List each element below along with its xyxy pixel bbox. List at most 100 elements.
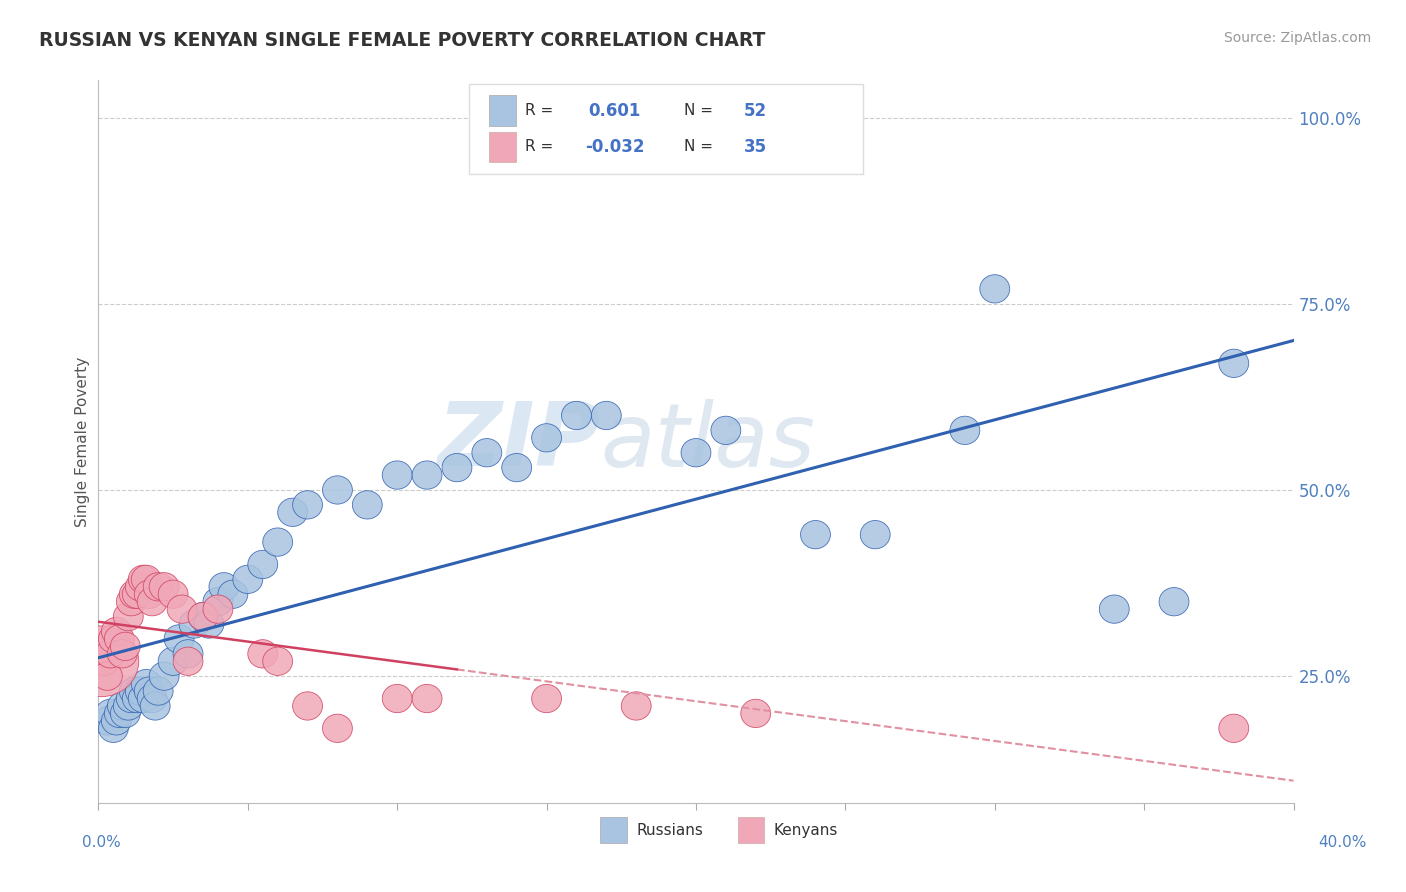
FancyBboxPatch shape (600, 817, 627, 843)
Ellipse shape (1099, 595, 1129, 624)
Text: -0.032: -0.032 (585, 137, 644, 156)
Ellipse shape (90, 647, 120, 675)
Ellipse shape (860, 521, 890, 549)
Ellipse shape (93, 662, 122, 690)
Ellipse shape (111, 699, 141, 728)
Ellipse shape (120, 580, 149, 608)
Ellipse shape (800, 521, 831, 549)
Ellipse shape (143, 573, 173, 601)
Ellipse shape (382, 461, 412, 489)
Ellipse shape (472, 439, 502, 467)
Ellipse shape (950, 417, 980, 444)
Ellipse shape (531, 424, 561, 452)
Text: Source: ZipAtlas.com: Source: ZipAtlas.com (1223, 31, 1371, 45)
Ellipse shape (131, 566, 162, 593)
Text: Kenyans: Kenyans (773, 822, 838, 838)
Ellipse shape (122, 684, 152, 713)
Ellipse shape (98, 624, 128, 653)
Ellipse shape (263, 647, 292, 675)
Ellipse shape (382, 684, 412, 713)
Ellipse shape (104, 624, 135, 653)
Ellipse shape (353, 491, 382, 519)
Ellipse shape (114, 692, 143, 720)
Ellipse shape (141, 692, 170, 720)
Text: 52: 52 (744, 102, 766, 120)
Ellipse shape (322, 714, 353, 742)
Ellipse shape (278, 498, 308, 526)
Ellipse shape (165, 624, 194, 653)
Text: RUSSIAN VS KENYAN SINGLE FEMALE POVERTY CORRELATION CHART: RUSSIAN VS KENYAN SINGLE FEMALE POVERTY … (39, 31, 766, 50)
Ellipse shape (128, 684, 159, 713)
Ellipse shape (114, 602, 143, 631)
FancyBboxPatch shape (489, 132, 516, 162)
Ellipse shape (149, 662, 179, 690)
Text: R =: R = (524, 139, 554, 154)
Ellipse shape (65, 626, 139, 697)
Text: 35: 35 (744, 137, 766, 156)
Ellipse shape (218, 580, 247, 608)
Ellipse shape (138, 684, 167, 713)
Ellipse shape (159, 580, 188, 608)
Text: Russians: Russians (636, 822, 703, 838)
Ellipse shape (247, 550, 278, 579)
Ellipse shape (263, 528, 292, 557)
FancyBboxPatch shape (489, 95, 516, 126)
Ellipse shape (173, 640, 202, 668)
Ellipse shape (202, 588, 233, 615)
Ellipse shape (98, 714, 128, 742)
FancyBboxPatch shape (470, 84, 863, 174)
Ellipse shape (741, 699, 770, 728)
Ellipse shape (1219, 349, 1249, 377)
Ellipse shape (93, 706, 122, 735)
Ellipse shape (167, 595, 197, 624)
Ellipse shape (188, 602, 218, 631)
Ellipse shape (681, 439, 711, 467)
Ellipse shape (1159, 588, 1189, 615)
Ellipse shape (125, 573, 155, 601)
Ellipse shape (1219, 714, 1249, 742)
Ellipse shape (179, 610, 209, 638)
Ellipse shape (194, 610, 224, 638)
Ellipse shape (233, 566, 263, 593)
Text: 0.0%: 0.0% (82, 836, 121, 850)
Ellipse shape (561, 401, 592, 430)
Ellipse shape (502, 453, 531, 482)
Ellipse shape (122, 580, 152, 608)
Ellipse shape (138, 588, 167, 615)
Ellipse shape (292, 692, 322, 720)
Ellipse shape (412, 461, 441, 489)
Ellipse shape (188, 602, 218, 631)
Text: N =: N = (685, 103, 713, 118)
Ellipse shape (247, 640, 278, 668)
Text: 40.0%: 40.0% (1319, 836, 1367, 850)
Text: atlas: atlas (600, 399, 815, 484)
Ellipse shape (322, 475, 353, 504)
Ellipse shape (111, 632, 141, 661)
Ellipse shape (143, 677, 173, 706)
Ellipse shape (531, 684, 561, 713)
Text: ZIP: ZIP (437, 398, 600, 485)
Ellipse shape (107, 640, 138, 668)
Ellipse shape (104, 699, 135, 728)
Ellipse shape (149, 573, 179, 601)
Ellipse shape (131, 670, 162, 698)
Y-axis label: Single Female Poverty: Single Female Poverty (75, 357, 90, 526)
Ellipse shape (202, 595, 233, 624)
Ellipse shape (107, 692, 138, 720)
Ellipse shape (125, 677, 155, 706)
Ellipse shape (412, 684, 441, 713)
Ellipse shape (980, 275, 1010, 303)
Ellipse shape (592, 401, 621, 430)
Ellipse shape (711, 417, 741, 444)
Ellipse shape (120, 677, 149, 706)
Ellipse shape (209, 573, 239, 601)
Ellipse shape (621, 692, 651, 720)
Ellipse shape (117, 684, 146, 713)
Ellipse shape (128, 566, 159, 593)
FancyBboxPatch shape (738, 817, 763, 843)
Ellipse shape (101, 617, 131, 646)
Text: R =: R = (524, 103, 554, 118)
Ellipse shape (96, 699, 125, 728)
Ellipse shape (159, 647, 188, 675)
Ellipse shape (96, 640, 125, 668)
